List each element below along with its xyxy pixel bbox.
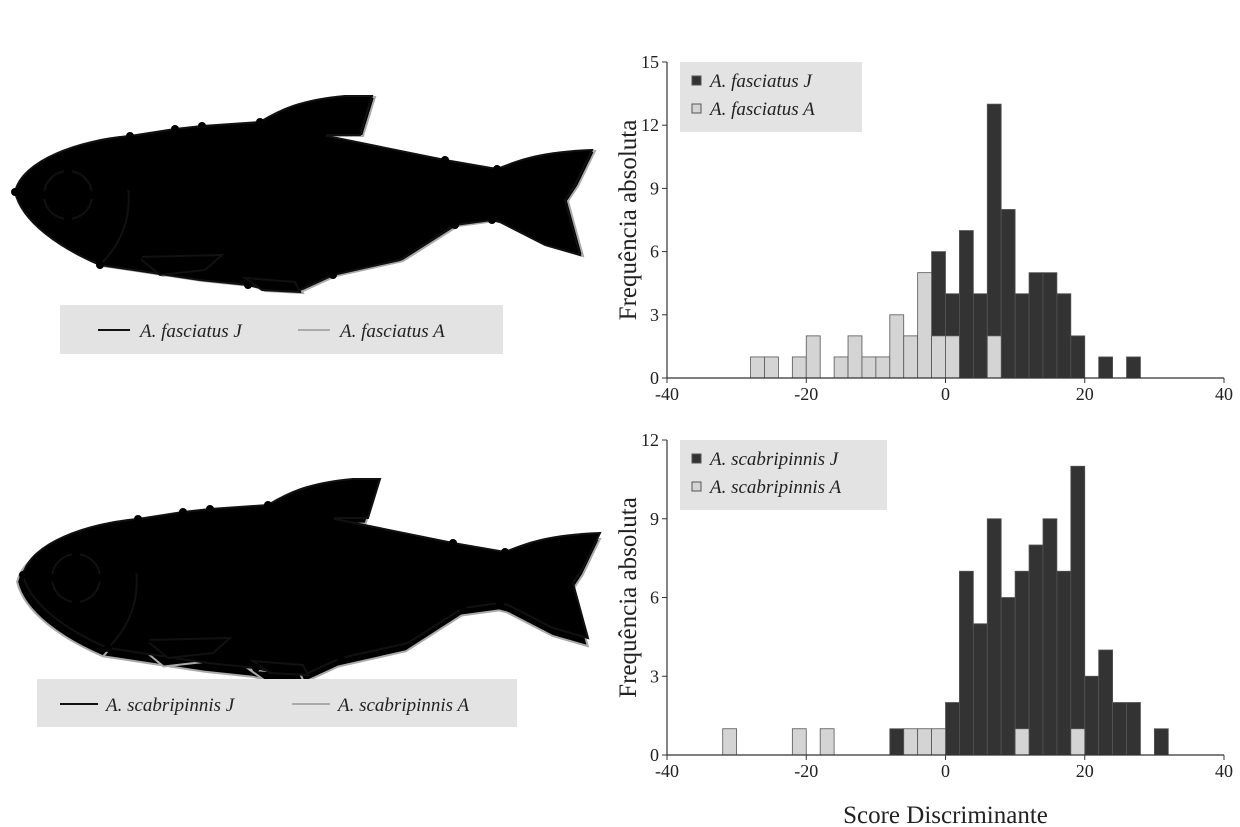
bar (1015, 294, 1029, 378)
legend-label: A. scabripinnis J (104, 695, 236, 716)
legend-label: A. fasciatus A (708, 99, 815, 120)
bar (1001, 598, 1015, 756)
bar (904, 336, 918, 378)
x-tick-label: 40 (1215, 384, 1233, 404)
bar (1015, 729, 1029, 755)
bar (1029, 273, 1043, 378)
bar (834, 357, 848, 378)
legend-swatch (692, 76, 701, 85)
bar (1071, 466, 1085, 755)
bar (1043, 519, 1057, 755)
bar (1071, 336, 1085, 378)
legend: A. fasciatus J A. fasciatus A (680, 62, 862, 132)
bar (987, 519, 1001, 755)
legend-label: A. fasciatus J (138, 321, 243, 342)
bar (806, 336, 820, 378)
bar (1127, 703, 1141, 756)
bar (1043, 273, 1057, 378)
legend-label: A. scabripinnis A (708, 477, 841, 498)
y-tick-label: 12 (641, 115, 659, 135)
bar (1029, 545, 1043, 755)
x-tick-label: 20 (1076, 761, 1094, 781)
legend-label: A. scabripinnis A (336, 695, 469, 716)
fish-outline-bottom (17, 479, 600, 684)
legend-label: A. fasciatus A (338, 321, 445, 342)
bar (987, 336, 1001, 378)
bar (1001, 209, 1015, 378)
x-tick-label: 0 (941, 761, 950, 781)
bar (946, 336, 960, 378)
y-tick-label: 3 (650, 666, 659, 686)
legend-label: A. fasciatus J (708, 71, 813, 92)
bar (751, 357, 765, 378)
bar (820, 729, 834, 755)
y-tick-label: 12 (641, 430, 659, 450)
bar (764, 357, 778, 378)
bar (1154, 729, 1168, 755)
outline-legend: A. scabripinnis J A. scabripinnis A (37, 679, 517, 727)
x-tick-label: 20 (1076, 384, 1094, 404)
outline-legend: A. fasciatus J A. fasciatus A (60, 305, 503, 354)
bar (1085, 676, 1099, 755)
x-tick-label: -40 (655, 761, 679, 781)
bar (1127, 357, 1141, 378)
bar (973, 294, 987, 378)
bar (959, 571, 973, 755)
y-tick-label: 6 (650, 242, 659, 262)
x-tick-label: -40 (655, 384, 679, 404)
bar (973, 624, 987, 755)
bar (1057, 571, 1071, 755)
bar (792, 729, 806, 755)
bar (904, 729, 918, 755)
bar (932, 729, 946, 755)
y-tick-label: 9 (650, 509, 659, 529)
x-tick-label: -20 (794, 761, 818, 781)
legend-swatch (692, 454, 701, 463)
bar (1099, 650, 1113, 755)
bar (932, 336, 946, 378)
bar (1113, 703, 1127, 756)
bar (890, 315, 904, 378)
bar (792, 357, 806, 378)
x-tick-label: 40 (1215, 761, 1233, 781)
bar (918, 729, 932, 755)
x-tick-label: -20 (794, 384, 818, 404)
fish-outline-top (11, 96, 595, 293)
legend-swatch (692, 104, 701, 113)
bar (959, 231, 973, 378)
x-tick-label: 0 (941, 384, 950, 404)
bar (1015, 571, 1029, 755)
bar (1071, 729, 1085, 755)
y-tick-label: 6 (650, 588, 659, 608)
bar (723, 729, 737, 755)
bar (918, 273, 932, 378)
y-axis-label: Frequência absoluta (615, 120, 642, 321)
y-tick-label: 15 (641, 52, 659, 72)
bar (890, 729, 904, 755)
bar (848, 336, 862, 378)
legend: A. scabripinnis J A. scabripinnis A (680, 440, 887, 510)
bar (1057, 294, 1071, 378)
figure: A. fasciatus J A. fasciatus A A. scabrip… (0, 0, 1240, 827)
legend-swatch (692, 482, 701, 491)
x-axis-label: Score Discriminante (843, 802, 1048, 827)
y-tick-label: 3 (650, 305, 659, 325)
legend-label: A. scabripinnis J (708, 449, 840, 470)
y-tick-label: 9 (650, 178, 659, 198)
bar (946, 703, 960, 756)
bar (876, 357, 890, 378)
bar (862, 357, 876, 378)
y-axis-label: Frequência absoluta (615, 497, 642, 698)
bar (1099, 357, 1113, 378)
